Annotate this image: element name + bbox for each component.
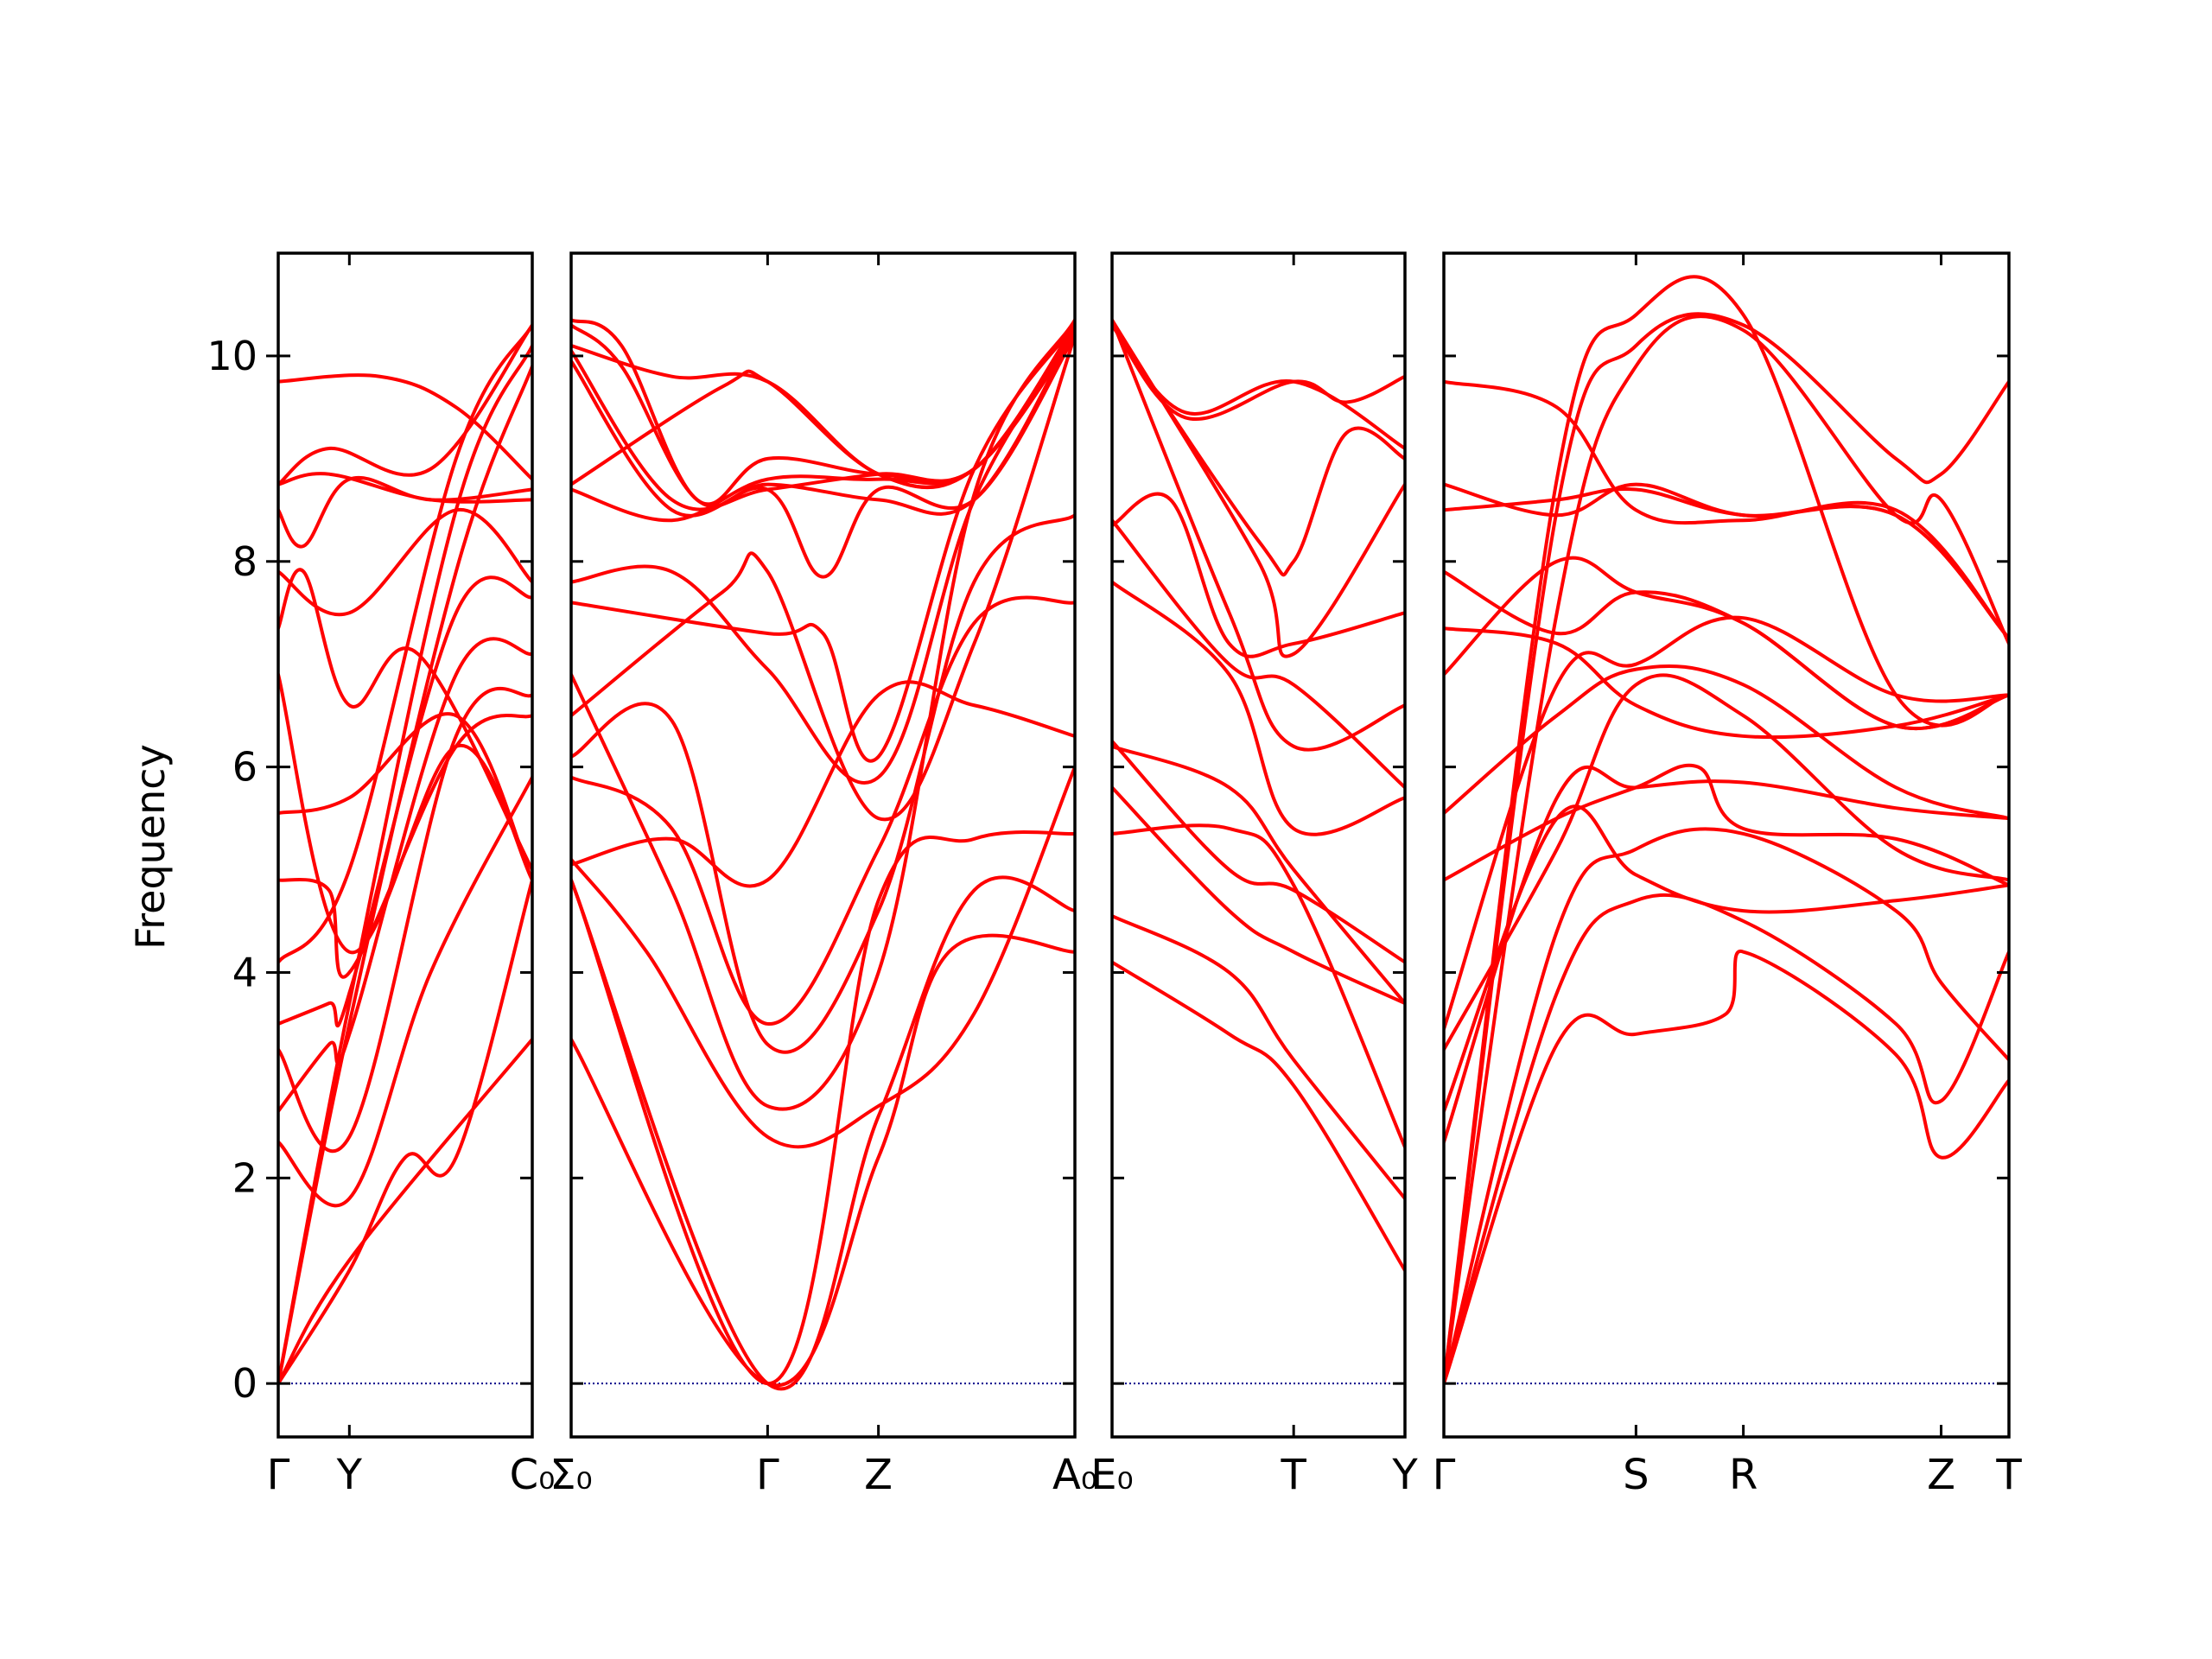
band-line-9 (1112, 492, 1405, 658)
band-line-7 (1112, 580, 1405, 836)
band-line-8 (1112, 518, 1405, 790)
y-tick-label: 2 (232, 1154, 257, 1201)
band-line-2 (571, 875, 1075, 1391)
band-line-8 (278, 575, 532, 1028)
y-axis-label: Frequency (127, 744, 174, 950)
panel-plot-area (278, 323, 532, 1386)
x-tick-label: E₀ (1090, 1451, 1134, 1499)
band-line-8 (1444, 804, 2009, 1114)
band-line-10 (1112, 318, 1405, 752)
band-line-16 (571, 323, 1075, 516)
band-line-6 (1444, 275, 2009, 1386)
y-tick-label: 8 (232, 538, 257, 585)
band-line-2 (278, 878, 532, 1386)
panel-frame (1442, 251, 2011, 1439)
x-tick-label: S (1623, 1451, 1649, 1499)
band-line-3 (1112, 823, 1405, 1149)
panel-frame (569, 251, 1077, 1439)
band-panel-3: E₀ T Y (1090, 251, 1418, 1499)
band-line-9 (1444, 673, 2009, 1052)
band-line-13 (278, 568, 532, 872)
x-tick-label: A₀ (1052, 1451, 1097, 1499)
x-tick-label: Γ (267, 1451, 290, 1499)
band-line-8 (571, 334, 1075, 822)
band-line-1 (571, 933, 1075, 1388)
band-line-18 (278, 373, 532, 481)
x-tick-label: C₀ (510, 1451, 556, 1499)
x-tick-label: T (1281, 1451, 1307, 1499)
band-line-15 (1444, 569, 2009, 731)
band-line-6 (1112, 739, 1405, 964)
band-line-7 (571, 513, 1075, 1054)
x-tick-label: Γ (1433, 1451, 1456, 1499)
band-line-4 (571, 765, 1075, 1149)
band-line-12 (278, 672, 532, 954)
band-panel-2: Σ₀ Γ Z A₀ (550, 251, 1097, 1499)
x-tick-label: Γ (756, 1451, 779, 1499)
y-tick-label: 0 (232, 1360, 257, 1407)
band-line-4 (1112, 785, 1405, 1006)
band-line-6 (571, 595, 1075, 1026)
band-line-3 (571, 830, 1075, 1386)
x-tick-label: Z (864, 1451, 893, 1499)
band-line-5 (278, 775, 532, 1208)
band-line-5 (1112, 744, 1405, 1006)
band-line-11 (1444, 763, 2009, 887)
x-tick-label: R (1729, 1451, 1758, 1499)
band-line-18 (1444, 379, 2009, 640)
y-tick-label: 4 (232, 949, 257, 995)
band-line-6 (278, 637, 532, 1114)
band-line-1 (1444, 950, 2009, 1386)
band-line-18 (571, 323, 1075, 490)
band-line-11 (571, 334, 1075, 785)
band-line-5 (1444, 312, 2009, 1386)
band-line-14 (1444, 626, 2009, 740)
band-line-1 (1112, 960, 1405, 1273)
panel-plot-area (1444, 275, 2009, 1386)
y-tick-label: 6 (232, 744, 257, 791)
band-line-17 (278, 323, 532, 486)
band-line-5 (571, 680, 1075, 888)
band-line-10 (1444, 615, 2009, 1031)
band-line-9 (571, 318, 1075, 1111)
band-line-11 (278, 712, 532, 882)
panel-frame (276, 251, 534, 1439)
band-panel-1: 0 2 4 6 8 10 Γ Y C₀ (207, 251, 556, 1499)
band-line-10 (278, 714, 532, 979)
band-line-4 (1444, 315, 2009, 1386)
band-line-10 (571, 323, 1075, 763)
band-line-14 (278, 508, 532, 617)
band-line-9 (278, 323, 532, 964)
x-tick-label: Y (336, 1451, 363, 1499)
band-line-14 (1112, 323, 1405, 577)
x-tick-label: Z (1927, 1451, 1955, 1499)
band-line-11 (1112, 323, 1405, 421)
band-line-2 (1444, 893, 2009, 1386)
band-line-3 (1444, 827, 2009, 1386)
band-line-2 (1112, 914, 1405, 1201)
band-line-4 (278, 344, 532, 1386)
band-line-7 (278, 686, 532, 1154)
y-tick-label: 10 (207, 333, 257, 379)
band-line-16 (278, 472, 532, 504)
x-tick-label: Y (1391, 1451, 1418, 1499)
x-tick-label: Σ₀ (550, 1451, 593, 1499)
panel-plot-area (571, 318, 1075, 1391)
band-line-17 (1444, 482, 2009, 640)
x-tick-label: T (1995, 1451, 2022, 1499)
band-line-12 (1444, 664, 2009, 821)
panel-plot-area (1112, 318, 1405, 1385)
panel-frame (1110, 251, 1407, 1439)
